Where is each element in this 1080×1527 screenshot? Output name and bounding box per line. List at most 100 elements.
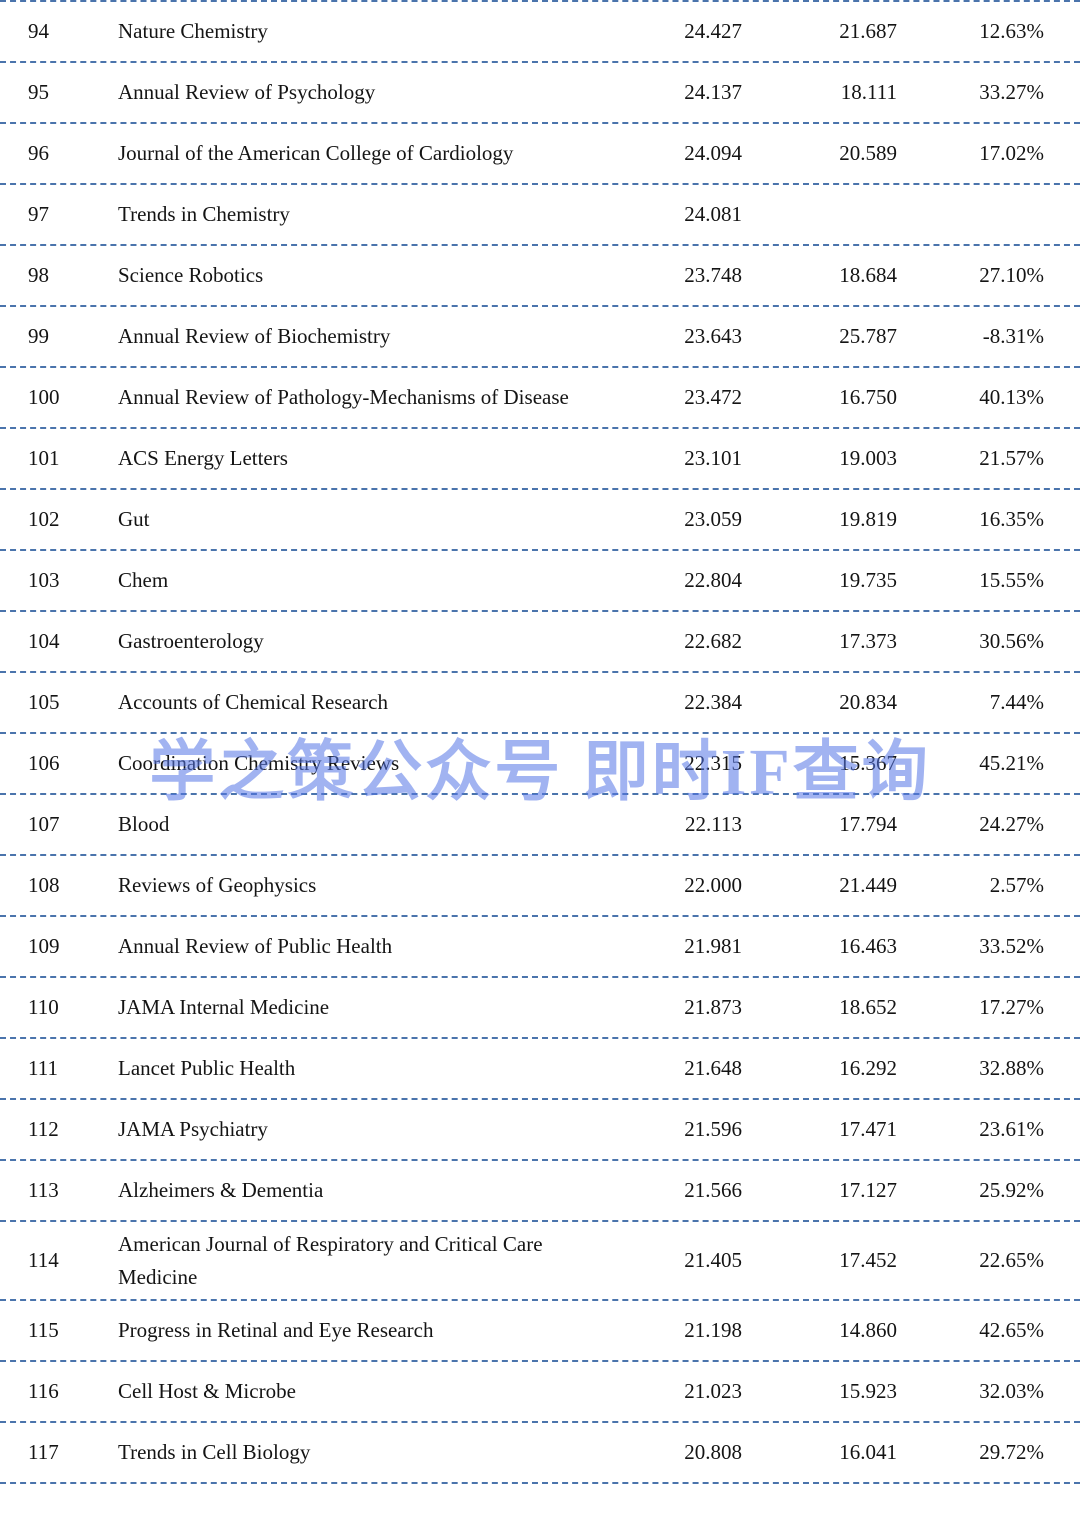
impact-factor-cell: 24.427 bbox=[684, 19, 742, 44]
rank-cell: 104 bbox=[28, 629, 60, 654]
change-percent-cell: -8.31% bbox=[982, 324, 1044, 349]
table-row: 95 Annual Review of Psychology 24.137 18.11… bbox=[0, 61, 1080, 122]
table-row: 109 Annual Review of Public Health 21.981 1… bbox=[0, 915, 1080, 976]
change-percent-cell: 7.44% bbox=[989, 690, 1044, 715]
impact-factor-cell: 21.873 bbox=[684, 995, 742, 1020]
journal-name-cell: American Journal of Respiratory and Crit… bbox=[118, 1232, 543, 1289]
previous-impact-factor-cell: 17.794 bbox=[839, 812, 897, 837]
impact-factor-cell: 21.596 bbox=[684, 1117, 742, 1142]
previous-impact-factor-cell: 16.463 bbox=[839, 934, 897, 959]
change-percent-cell: 17.27% bbox=[979, 995, 1044, 1020]
rank-cell: 102 bbox=[28, 507, 60, 532]
rank-cell: 106 bbox=[28, 751, 60, 776]
journal-impact-factor-table: 94 Nature Chemistry 24.427 21.687 12.63% 95 An… bbox=[0, 0, 1080, 1484]
impact-factor-cell: 21.198 bbox=[684, 1318, 742, 1343]
journal-name-cell: Annual Review of Psychology bbox=[118, 80, 376, 105]
table-row: 108 Reviews of Geophysics 22.000 21.449 2.57… bbox=[0, 854, 1080, 915]
rank-cell: 103 bbox=[28, 568, 60, 593]
previous-impact-factor-cell: 19.003 bbox=[839, 446, 897, 471]
impact-factor-cell: 22.000 bbox=[684, 873, 742, 898]
table-row: 106 Coordination Chemistry Reviews 22.315 1… bbox=[0, 732, 1080, 793]
previous-impact-factor-cell: 16.041 bbox=[839, 1440, 897, 1465]
previous-impact-factor-cell: 20.834 bbox=[839, 690, 897, 715]
change-percent-cell: 27.10% bbox=[979, 263, 1044, 288]
impact-factor-cell: 21.405 bbox=[684, 1248, 742, 1273]
rank-cell: 116 bbox=[28, 1379, 59, 1404]
change-percent-cell: 33.52% bbox=[979, 934, 1044, 959]
previous-impact-factor-cell: 21.449 bbox=[839, 873, 897, 898]
rank-cell: 113 bbox=[28, 1178, 59, 1203]
impact-factor-cell: 24.137 bbox=[684, 80, 742, 105]
table-row: 94 Nature Chemistry 24.427 21.687 12.63% bbox=[0, 0, 1080, 61]
table-row: 117 Trends in Cell Biology 20.808 16.041 29.… bbox=[0, 1421, 1080, 1482]
journal-name-cell: Gut bbox=[118, 507, 150, 532]
journal-name-cell: Reviews of Geophysics bbox=[118, 873, 317, 898]
rank-cell: 108 bbox=[28, 873, 60, 898]
previous-impact-factor-cell: 19.819 bbox=[839, 507, 897, 532]
change-percent-cell: 17.02% bbox=[979, 141, 1044, 166]
change-percent-cell: 24.27% bbox=[979, 812, 1044, 837]
table-row: 101 ACS Energy Letters 23.101 19.003 21.57% bbox=[0, 427, 1080, 488]
impact-factor-cell: 23.101 bbox=[684, 446, 742, 471]
table-row: 107 Blood 22.113 17.794 24.27% bbox=[0, 793, 1080, 854]
change-percent-cell: 21.57% bbox=[979, 446, 1044, 471]
table-row: 104 Gastroenterology 22.682 17.373 30.56% bbox=[0, 610, 1080, 671]
rank-cell: 96 bbox=[28, 141, 49, 166]
rank-cell: 97 bbox=[28, 202, 49, 227]
previous-impact-factor-cell: 21.687 bbox=[839, 19, 897, 44]
rank-cell: 95 bbox=[28, 80, 49, 105]
change-percent-cell: 40.13% bbox=[979, 385, 1044, 410]
previous-impact-factor-cell: 17.373 bbox=[839, 629, 897, 654]
change-percent-cell: 25.92% bbox=[979, 1178, 1044, 1203]
impact-factor-cell: 21.566 bbox=[684, 1178, 742, 1203]
change-percent-cell: 42.65% bbox=[979, 1318, 1044, 1343]
rank-cell: 114 bbox=[28, 1248, 59, 1273]
journal-name-cell: Blood bbox=[118, 812, 170, 837]
journal-name-cell: Coordination Chemistry Reviews bbox=[118, 751, 400, 776]
table-row: 100 Annual Review of Pathology-Mechanisms… bbox=[0, 366, 1080, 427]
journal-name-cell: Trends in Chemistry bbox=[118, 202, 290, 227]
journal-name-cell: Accounts of Chemical Research bbox=[118, 690, 388, 715]
table-row: 99 Annual Review of Biochemistry 23.643 25.… bbox=[0, 305, 1080, 366]
rank-cell: 115 bbox=[28, 1318, 59, 1343]
previous-impact-factor-cell: 25.787 bbox=[839, 324, 897, 349]
journal-name-cell: Science Robotics bbox=[118, 263, 264, 288]
journal-name-cell: Cell Host & Microbe bbox=[118, 1379, 296, 1404]
rank-cell: 101 bbox=[28, 446, 60, 471]
rank-cell: 110 bbox=[28, 995, 59, 1020]
change-percent-cell: 22.65% bbox=[979, 1248, 1044, 1273]
change-percent-cell: 33.27% bbox=[979, 80, 1044, 105]
rank-cell: 100 bbox=[28, 385, 60, 410]
impact-factor-cell: 23.643 bbox=[684, 324, 742, 349]
rank-cell: 107 bbox=[28, 812, 60, 837]
impact-factor-cell: 21.648 bbox=[684, 1056, 742, 1081]
table-row: 115 Progress in Retinal and Eye Research 2… bbox=[0, 1299, 1080, 1360]
journal-name-cell: Gastroenterology bbox=[118, 629, 264, 654]
journal-name-cell: ACS Energy Letters bbox=[118, 446, 288, 471]
rank-cell: 117 bbox=[28, 1440, 59, 1465]
impact-factor-cell: 24.081 bbox=[684, 202, 742, 227]
journal-name-cell: Journal of the American College of Cardi… bbox=[118, 141, 514, 166]
previous-impact-factor-cell: 18.111 bbox=[840, 80, 897, 105]
impact-factor-cell: 21.023 bbox=[684, 1379, 742, 1404]
table-row: 97 Trends in Chemistry 24.081 bbox=[0, 183, 1080, 244]
journal-name-cell: JAMA Psychiatry bbox=[118, 1117, 268, 1142]
previous-impact-factor-cell: 14.860 bbox=[839, 1318, 897, 1343]
journal-name-cell: Alzheimers & Dementia bbox=[118, 1178, 324, 1203]
table-row: 103 Chem 22.804 19.735 15.55% bbox=[0, 549, 1080, 610]
previous-impact-factor-cell: 16.750 bbox=[839, 385, 897, 410]
impact-factor-cell: 21.981 bbox=[684, 934, 742, 959]
impact-factor-cell: 22.113 bbox=[685, 812, 742, 837]
previous-impact-factor-cell: 16.292 bbox=[839, 1056, 897, 1081]
rank-cell: 94 bbox=[28, 19, 49, 44]
impact-factor-cell: 20.808 bbox=[684, 1440, 742, 1465]
previous-impact-factor-cell: 18.652 bbox=[839, 995, 897, 1020]
table-row: 114 American Journal of Respiratory and C… bbox=[0, 1220, 1080, 1299]
previous-impact-factor-cell: 18.684 bbox=[839, 263, 897, 288]
journal-name-cell: Annual Review of Pathology-Mechanisms of… bbox=[118, 385, 569, 410]
rank-cell: 98 bbox=[28, 263, 49, 288]
journal-name-cell: Nature Chemistry bbox=[118, 19, 268, 44]
change-percent-cell: 23.61% bbox=[979, 1117, 1044, 1142]
change-percent-cell: 29.72% bbox=[979, 1440, 1044, 1465]
journal-name-cell: Progress in Retinal and Eye Research bbox=[118, 1318, 434, 1343]
